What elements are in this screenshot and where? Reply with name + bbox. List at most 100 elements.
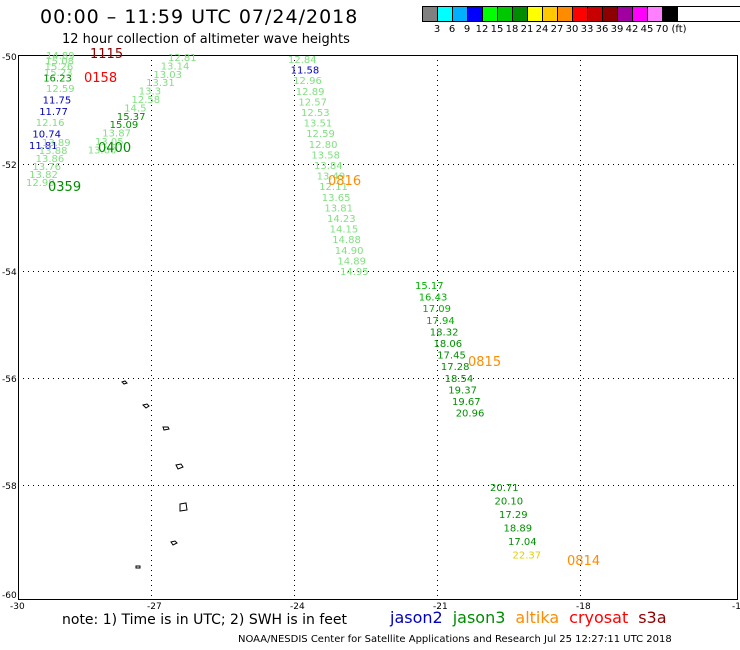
legend-swatches [422, 6, 740, 22]
wave-height-label: 12.81 [168, 53, 197, 64]
wave-height-label: 15.37 [117, 112, 146, 123]
latitude-label: -52 [2, 161, 17, 171]
legend-swatch [498, 7, 513, 21]
wave-height-label: 12.57 [298, 97, 327, 108]
satellite-s3a: s3a [638, 608, 667, 627]
wave-height-label: 15.08 [45, 57, 74, 68]
page-title: 00:00 – 11:59 UTC 07/24/2018 [40, 6, 359, 28]
wave-height-label: 14.89 [46, 51, 75, 62]
wave-height-label: 10.74 [32, 130, 61, 141]
wave-height-label: 17.94 [426, 316, 455, 327]
wave-height-label: 12.16 [36, 118, 65, 129]
legend-label: 15 [490, 24, 504, 35]
wave-height-label: 18.54 [445, 374, 474, 385]
longitude-label: -15 [732, 602, 740, 612]
wave-height-label: 12.96 [293, 76, 322, 87]
wave-height-label: 11.81 [29, 141, 58, 152]
latitude-label: -54 [2, 268, 17, 278]
pass-time-label: 0815 [468, 355, 501, 370]
wave-height-label: 13.3 [139, 87, 161, 98]
wave-height-label: 14.95 [340, 267, 369, 278]
pass-time-label: 1115 [90, 47, 123, 62]
latitude-label: -50 [2, 53, 17, 63]
wave-height-label: 12.84 [288, 55, 317, 66]
track-0815: 15.1716.4317.0917.9418.3218.0617.4517.28… [415, 281, 501, 420]
pass-time-label: 0400 [98, 141, 131, 156]
wave-height-label: 12.98 [26, 178, 55, 189]
wave-height-label: 18.89 [504, 524, 533, 535]
wave-height-label: 12.11 [319, 182, 348, 193]
island-outline [135, 565, 141, 569]
wave-height-label: 14.5 [124, 103, 146, 114]
island-outline [142, 403, 150, 409]
legend-label: 42 [625, 24, 639, 35]
longitude-label: -18 [576, 602, 591, 612]
legend-swatch [633, 7, 648, 21]
wave-height-label: 18.06 [434, 339, 463, 350]
wave-height-label: 12.80 [309, 140, 338, 151]
longitude-label: -21 [433, 602, 448, 612]
legend-swatch [663, 7, 678, 21]
map-grid: -50 -52 -54 -56 -58 -60-30 -27 -24 -21 -18 -15 [2, 53, 740, 612]
island-outlines [121, 380, 188, 569]
legend-label: 18 [505, 24, 519, 35]
island-outline [121, 380, 128, 385]
wave-height-label: 13.84 [314, 161, 343, 172]
wave-height-label: 12.58 [132, 95, 161, 106]
legend-label: 24 [535, 24, 549, 35]
legend-labels: 3 6 9 12 15 18 21 24 27 30 33 36 39 42 45 70 (ft) [422, 22, 740, 36]
legend-swatch [513, 7, 528, 21]
legend-label: 21 [520, 24, 534, 35]
legend-swatch [603, 7, 618, 21]
legend-swatch [558, 7, 573, 21]
wave-height-label: 14.89 [337, 256, 366, 267]
wave-height-label: 13.58 [311, 150, 340, 161]
wave-height-label: 12.89 [296, 87, 325, 98]
legend-label: 39 [610, 24, 624, 35]
wave-height-label: 11.58 [291, 66, 320, 77]
wave-height-label: 13.51 [304, 119, 333, 130]
legend-swatch [438, 7, 453, 21]
legend-swatch [648, 7, 663, 21]
island-outline [179, 502, 188, 512]
latitude-label: -60 [2, 591, 17, 601]
legend-swatch [453, 7, 468, 21]
legend-label: 45 [640, 24, 654, 35]
legend-label: 70 [655, 24, 669, 35]
legend-swatch [618, 7, 633, 21]
wave-height-label: 13.88 [39, 146, 68, 157]
satellite-legend: jason2 jason3 altika cryosat s3a [390, 608, 667, 627]
legend-swatch [543, 7, 558, 21]
legend-label: 36 [595, 24, 609, 35]
wave-height-label: 17.09 [422, 304, 451, 315]
wave-height-label: 13.82 [29, 170, 58, 181]
wave-height-label: 12.59 [306, 129, 335, 140]
units-note: note: 1) Time is in UTC; 2) SWH is in fe… [62, 612, 348, 628]
legend-label: 27 [550, 24, 564, 35]
legend-label: 30 [565, 24, 579, 35]
wave-height-label: 17.45 [437, 351, 466, 362]
latitude-label: -56 [2, 375, 17, 385]
satellite-jason2: jason2 [390, 608, 443, 627]
map-frame [18, 55, 738, 600]
wave-height-label: 12.53 [301, 108, 330, 119]
wave-height-label: 20.10 [495, 497, 524, 508]
wave-height-label: 11.75 [43, 95, 72, 106]
wave-height-label: 13.86 [36, 154, 65, 165]
wave-height-label: 20.96 [456, 409, 485, 420]
pass-time-label: 0816 [328, 174, 361, 189]
wave-height-label: 12.59 [46, 84, 75, 95]
wave-height-map: -50 -52 -54 -56 -58 -60-30 -27 -24 -21 -18 -15 12.… [2, 47, 740, 612]
wave-height-label: 19.67 [452, 397, 481, 408]
credit-line: NOAA/NESDIS Center for Satellite Applica… [238, 634, 672, 645]
track-0400: 12.8113.1413.0313.3113.312.5814.515.3715… [88, 53, 197, 156]
track-0816: 12.8411.5812.9612.8912.5712.5313.5112.59… [288, 55, 369, 278]
longitude-label: -30 [10, 602, 25, 612]
wave-height-label: 16.23 [43, 73, 72, 84]
legend-label: 12 [475, 24, 489, 35]
wave-height-label: 13.49 [317, 172, 346, 183]
